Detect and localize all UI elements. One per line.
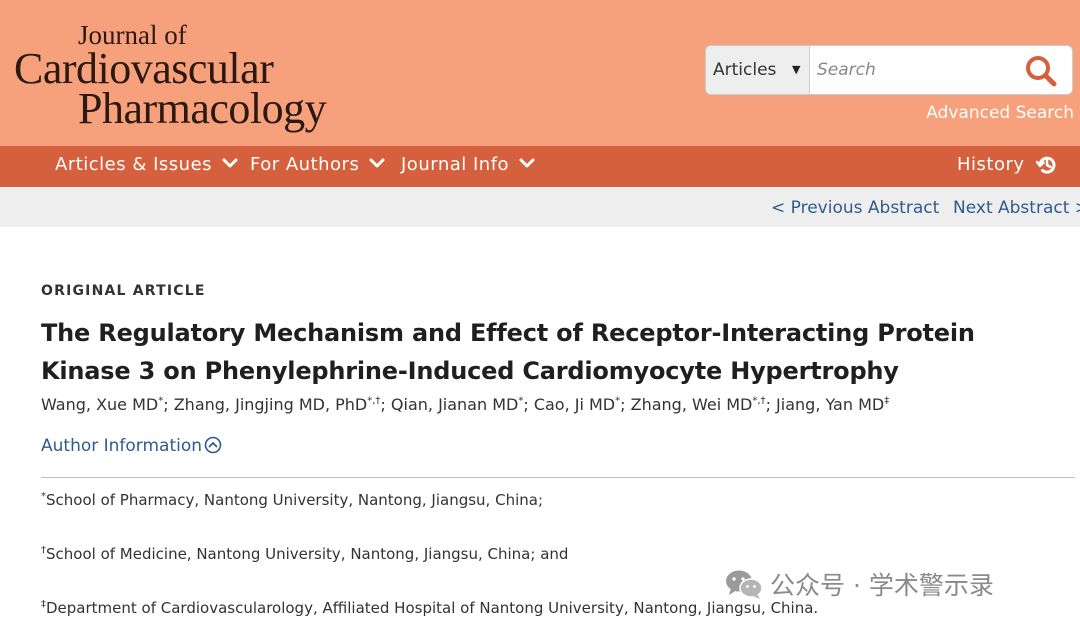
author-affil-mark: *,† [367,395,381,407]
author-name[interactable]: Cao, Ji MD [533,395,616,414]
author-name[interactable]: Jiang, Yan MD [776,395,885,414]
nav-articles-issues-label: Articles & Issues [55,154,213,175]
affiliation-mark: † [41,545,46,556]
main-nav: Articles & Issues For Authors Journal In… [0,146,1080,187]
abstract-pager: < Previous Abstract Next Abstract > [0,187,1080,227]
author-name[interactable]: Zhang, Jingjing MD, PhD [173,395,368,414]
logo-line-3: Pharmacology [78,84,327,133]
section-divider [41,477,1075,478]
logo-line-1: Journal of [78,20,187,50]
affiliation-mark: * [41,491,46,502]
author-information-toggle[interactable]: Author Information [41,436,222,456]
search-scope-select[interactable]: Articles ▼ [706,46,810,94]
next-abstract-link[interactable]: Next Abstract > [953,198,1080,218]
author-list: Wang, Xue MD*; Zhang, Jingjing MD, PhD*,… [41,395,890,414]
advanced-search-link[interactable]: Advanced Search [926,103,1074,123]
watermark-text: 公众号 · 学术警示录 [770,571,994,600]
previous-abstract-link[interactable]: < Previous Abstract [771,198,940,218]
affiliation-text: School of Pharmacy, Nantong University, … [46,491,543,509]
chevron-down-icon [519,158,535,167]
chevron-down-icon [222,158,238,167]
history-icon[interactable] [1036,154,1058,176]
nav-for-authors-label: For Authors [250,154,360,175]
author-affil-mark: *,† [752,395,766,407]
affiliation-item: *School of Pharmacy, Nantong University,… [41,491,543,509]
affiliation-item: ‡Department of Cardiovascularology, Affi… [41,599,818,617]
author-affil-mark: * [518,395,524,407]
logo-line-2: Cardiovascular [14,44,274,93]
search-input[interactable] [810,46,1010,94]
author-name[interactable]: Zhang, Wei MD [630,395,753,414]
author-name[interactable]: Wang, Xue MD [41,395,159,414]
author-information-label: Author Information [41,436,203,456]
affiliation-item: †School of Medicine, Nantong University,… [41,545,568,563]
nav-history-label: History [957,154,1025,175]
author-name[interactable]: Qian, Jianan MD [390,395,519,414]
watermark: 公众号 · 学术警示录 [724,568,994,604]
chevron-down-icon [369,158,385,167]
author-affil-mark: ‡ [884,395,890,407]
nav-articles-issues[interactable]: Articles & Issues [55,154,238,176]
affiliation-mark: ‡ [41,599,46,610]
article-type-label: ORIGINAL ARTICLE [41,283,206,299]
nav-history[interactable]: History [957,154,1025,176]
article-title: The Regulatory Mechanism and Effect of R… [41,319,975,385]
chevron-up-circle-icon [204,436,222,453]
nav-journal-info[interactable]: Journal Info [401,154,535,176]
nav-journal-info-label: Journal Info [401,154,510,175]
search-box: Articles ▼ [705,45,1073,95]
dropdown-arrow-icon: ▼ [792,63,801,76]
search-scope-label: Articles [713,60,777,80]
author-affil-mark: * [158,395,164,407]
site-header: Journal of Cardiovascular Pharmacology A… [0,0,1080,146]
wechat-icon [726,570,763,599]
affiliation-text: Department of Cardiovascularology, Affil… [46,599,819,617]
affiliation-text: School of Medicine, Nantong University, … [46,545,569,563]
search-icon[interactable] [1024,54,1058,88]
author-affil-mark: * [615,395,621,407]
nav-for-authors[interactable]: For Authors [250,154,385,176]
